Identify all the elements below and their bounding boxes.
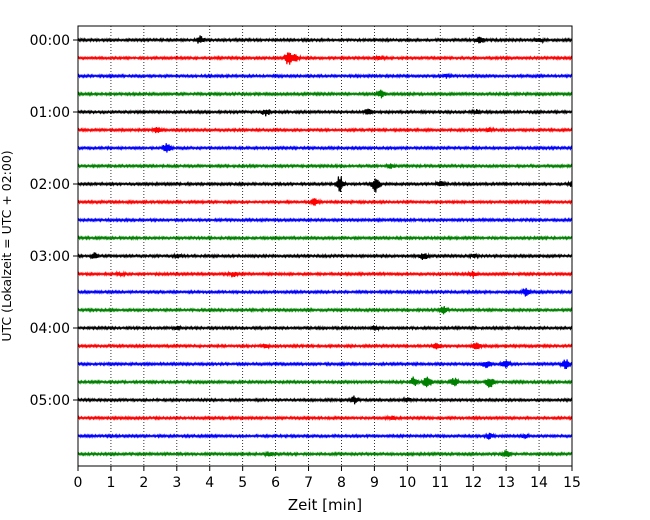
plot-frame: [77, 25, 573, 467]
y-tick-label-5: 05:00: [30, 393, 70, 409]
trace-01:15: [77, 126, 573, 134]
x-tick-label-6: 6: [271, 475, 280, 491]
trace-04:30: [77, 359, 573, 370]
y-tick-label-1: 01:00: [30, 105, 70, 121]
trace-02:00: [77, 176, 573, 193]
x-tick-label-9: 9: [370, 475, 379, 491]
trace-02:30: [77, 216, 573, 224]
trace-00:30: [77, 72, 573, 79]
y-tick-label-4: 04:00: [30, 321, 70, 337]
x-axis-label: Zeit [min]: [288, 496, 362, 514]
trace-03:30: [77, 287, 573, 297]
trace-00:15: [77, 52, 573, 65]
y-axis-label: UTC (Lokalzeit = UTC + 02:00): [0, 150, 14, 341]
x-tick-label-5: 5: [238, 475, 247, 491]
trace-00:45: [77, 89, 573, 99]
grid-lines: [110, 26, 540, 466]
trace-05:30: [77, 432, 573, 440]
trace-02:45: [77, 235, 573, 241]
trace-01:00: [77, 108, 573, 117]
trace-04:45: [77, 376, 573, 388]
x-tick-label-2: 2: [139, 475, 148, 491]
x-tick-label-1: 1: [106, 475, 115, 491]
x-tick-label-4: 4: [205, 475, 214, 491]
trace-01:45: [77, 162, 573, 170]
y-tick-label-3: 03:00: [30, 249, 70, 265]
x-tick-label-8: 8: [337, 475, 346, 491]
x-axis-ticks: 0 1 2 3 4 5 6 7 8 9 10 11 12 13 14 15: [74, 466, 581, 491]
trace-00:00: [77, 35, 573, 45]
trace-01:30: [77, 143, 573, 153]
x-tick-label-14: 14: [530, 475, 548, 491]
trace-03:15: [77, 270, 573, 278]
y-axis-ticks: 00:00 01:00 02:00 03:00 04:00 05:00: [30, 33, 78, 409]
x-tick-label-11: 11: [431, 475, 449, 491]
x-tick-label-12: 12: [464, 475, 482, 491]
y-tick-label-2: 02:00: [30, 177, 70, 193]
x-tick-label-3: 3: [172, 475, 181, 491]
trace-02:15: [77, 198, 573, 206]
trace-05:45: [77, 450, 573, 458]
x-tick-label-13: 13: [497, 475, 515, 491]
seismic-traces: [77, 35, 573, 458]
y-tick-label-0: 00:00: [30, 33, 70, 49]
trace-05:15: [77, 414, 573, 422]
x-tick-label-0: 0: [74, 475, 83, 491]
trace-04:00: [77, 324, 573, 332]
x-tick-label-7: 7: [304, 475, 313, 491]
trace-04:15: [77, 342, 573, 350]
trace-05:00: [77, 395, 573, 405]
trace-03:00: [77, 252, 573, 261]
trace-03:45: [77, 305, 573, 315]
x-tick-label-10: 10: [398, 475, 416, 491]
x-tick-label-15: 15: [563, 475, 581, 491]
